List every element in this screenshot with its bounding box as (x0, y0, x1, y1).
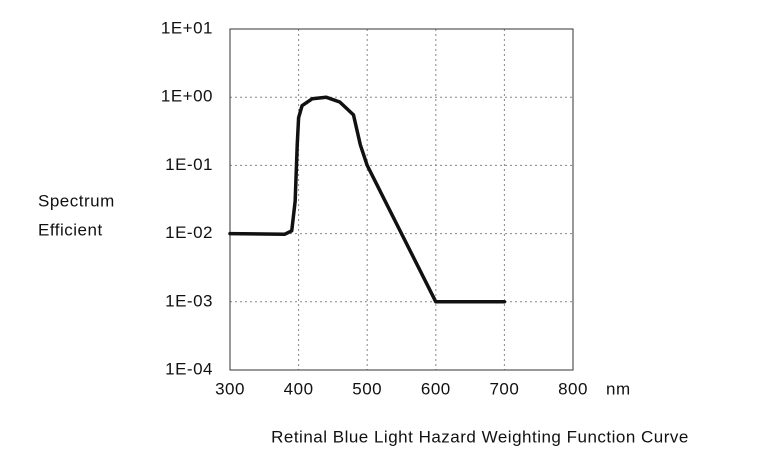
x-tick-label: 700 (489, 379, 519, 398)
x-axis-label: nm (606, 379, 631, 398)
x-tick-label: 600 (421, 379, 451, 398)
x-tick-label: 500 (352, 379, 382, 398)
y-tick-label: 1E-02 (165, 223, 213, 242)
x-tick-label: 300 (215, 379, 245, 398)
y-axis-label: Spectrum (38, 191, 115, 210)
y-tick-label: 1E-03 (165, 291, 213, 310)
plot-frame (229, 28, 574, 371)
x-tick-label: 800 (558, 379, 588, 398)
chart-title: Retinal Blue Light Hazard Weighting Func… (271, 427, 689, 446)
y-tick-label: 1E+01 (161, 18, 213, 37)
data-line (228, 95, 507, 304)
y-tick-label: 1E-04 (165, 359, 213, 378)
y-tick-label: 1E-01 (165, 155, 213, 174)
x-tick-label: 400 (284, 379, 314, 398)
y-axis-label: Efficient (38, 220, 103, 239)
y-tick-label: 1E+00 (161, 87, 213, 106)
